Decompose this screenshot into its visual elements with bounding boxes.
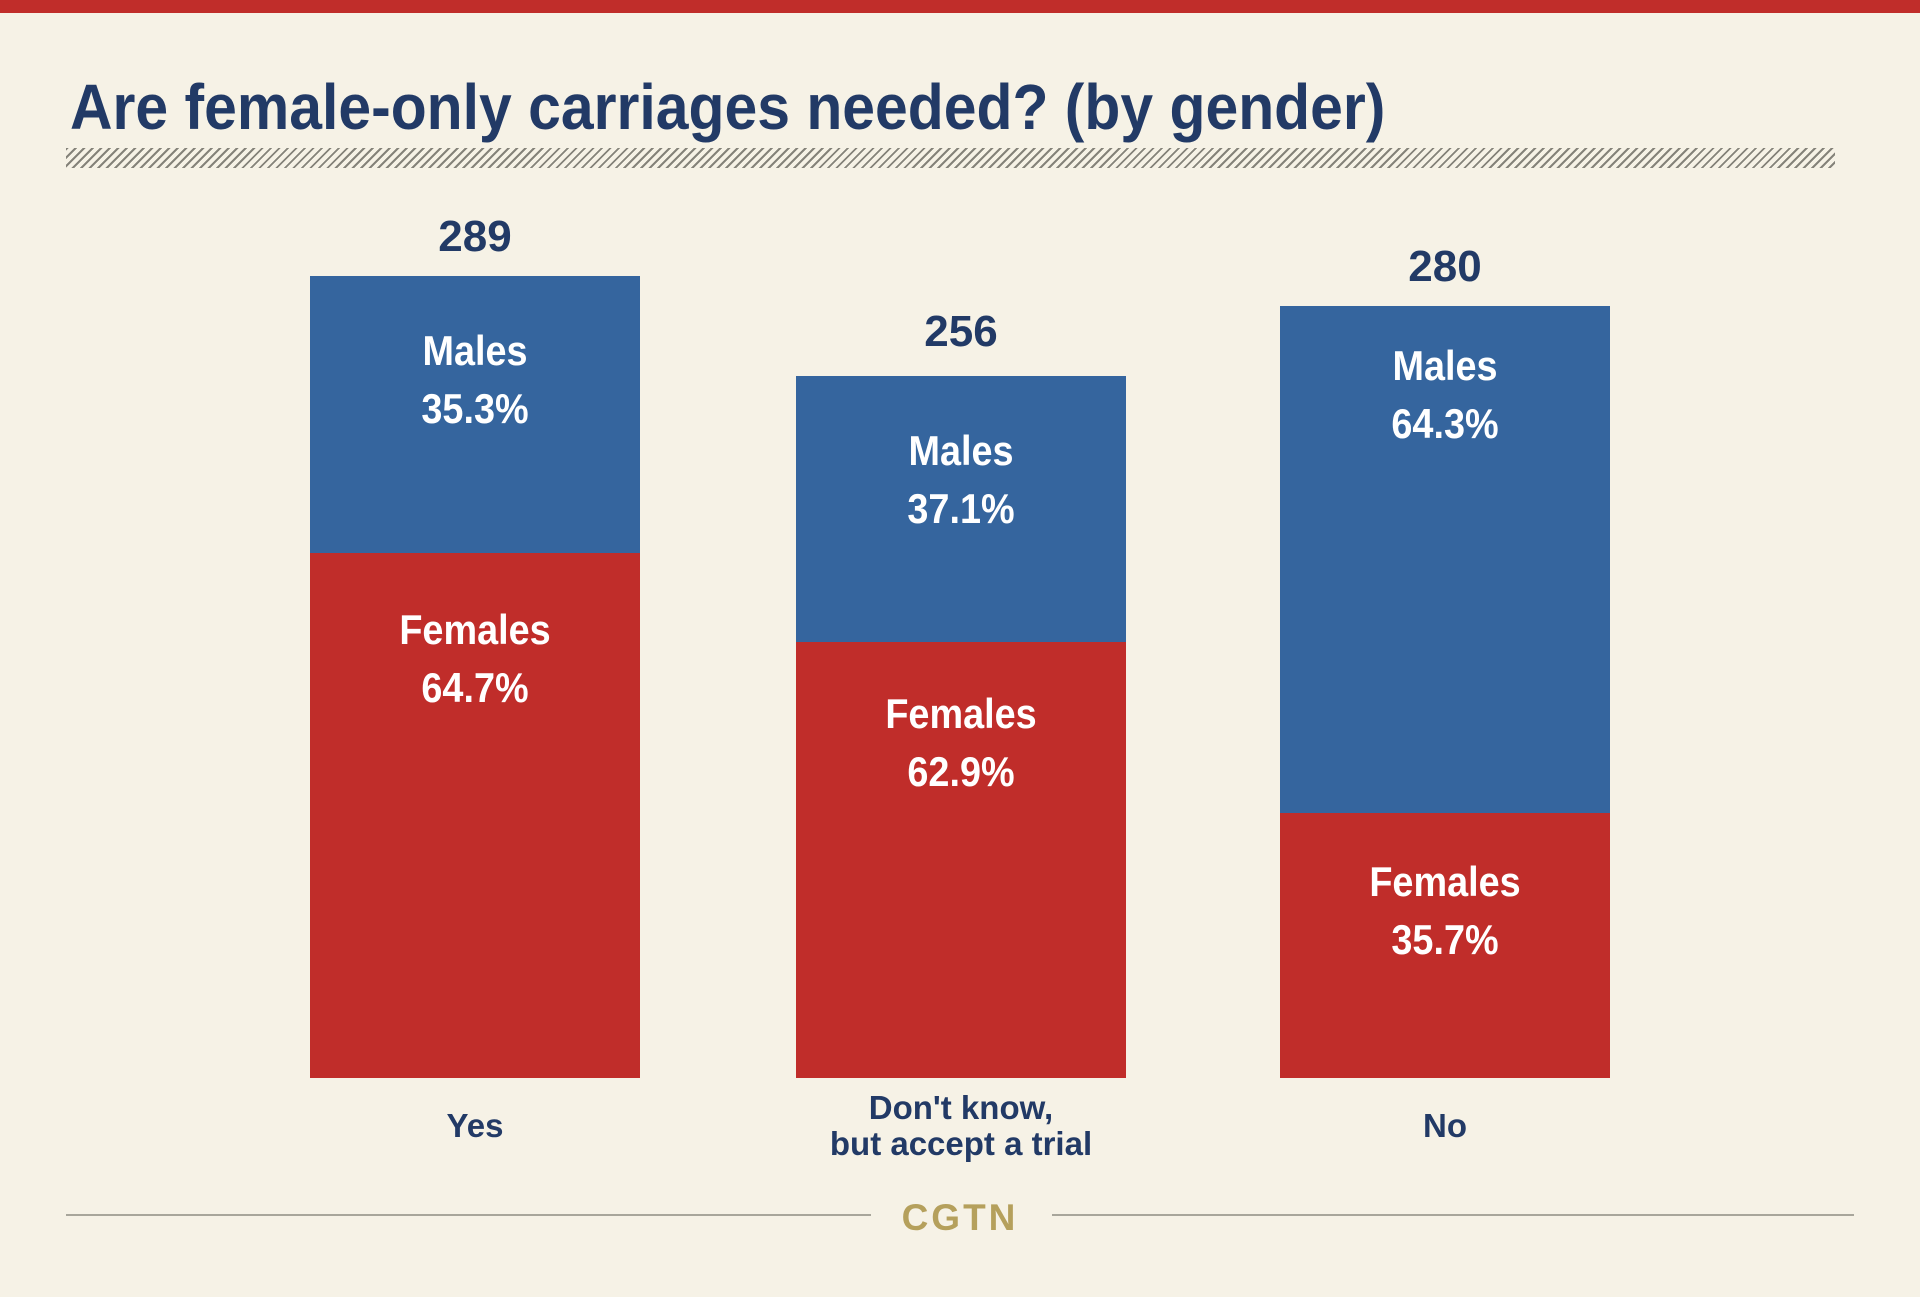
bar-yes-males-label: Males 35.3%	[327, 322, 624, 438]
series-name: Females	[1369, 858, 1521, 905]
bar-dontknow-females-segment	[796, 642, 1126, 1078]
category-line: Don't know,	[868, 1089, 1054, 1126]
page-title: Are female-only carriages needed? (by ge…	[70, 71, 1386, 143]
series-pct: 64.3%	[1391, 400, 1499, 447]
series-pct: 35.7%	[1391, 916, 1499, 963]
series-name: Males	[1392, 342, 1498, 389]
series-name: Females	[399, 606, 551, 653]
bar-no-males-segment	[1280, 306, 1610, 813]
footer-divider-right	[1052, 1214, 1854, 1216]
footer-divider-left	[66, 1214, 871, 1216]
series-pct: 62.9%	[907, 748, 1015, 795]
bar-dontknow-total: 256	[924, 307, 998, 356]
series-name: Males	[422, 327, 528, 374]
series-pct: 35.3%	[421, 385, 529, 432]
bar-no-category-label: No	[1280, 1090, 1610, 1162]
bar-dontknow-females-label: Females 62.9%	[813, 685, 1110, 801]
bar-dontknow-category-label: Don't know, but accept a trial	[761, 1090, 1161, 1162]
hatched-divider	[66, 148, 1835, 168]
bar-no-males-label: Males 64.3%	[1297, 337, 1594, 453]
series-name: Females	[885, 690, 1037, 737]
category-line: but accept a trial	[829, 1125, 1093, 1162]
cgtn-logo: CGTN	[901, 1197, 1019, 1238]
bar-no-total: 280	[1408, 242, 1482, 291]
series-pct: 37.1%	[907, 485, 1015, 532]
series-pct: 64.7%	[421, 664, 529, 711]
bar-yes-females-label: Females 64.7%	[327, 601, 624, 717]
bar-yes-category-label: Yes	[310, 1090, 640, 1162]
bar-no-females-segment	[1280, 813, 1610, 1078]
category-line: Yes	[446, 1107, 504, 1144]
bar-no-females-label: Females 35.7%	[1297, 853, 1594, 969]
bar-yes-males-segment	[310, 276, 640, 553]
series-name: Males	[908, 427, 1014, 474]
bar-dontknow-males-segment	[796, 376, 1126, 642]
brand-top-bar	[0, 0, 1920, 13]
bar-yes-total: 289	[438, 212, 512, 261]
bar-yes-females-segment	[310, 553, 640, 1078]
category-line: No	[1423, 1107, 1467, 1144]
bar-dontknow-males-label: Males 37.1%	[813, 422, 1110, 538]
